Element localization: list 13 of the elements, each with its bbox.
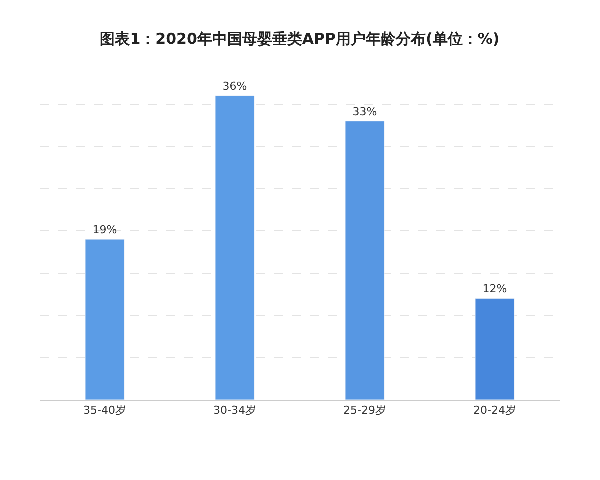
data-label: 36%: [222, 80, 248, 93]
bar: [85, 239, 125, 400]
x-tick-label: 30-34岁: [214, 404, 256, 418]
x-tick-label: 35-40岁: [84, 404, 126, 418]
bar: [475, 298, 515, 400]
data-label: 33%: [352, 105, 378, 118]
x-tick-label: 20-24岁: [474, 404, 516, 418]
x-tick-label: 25-29岁: [344, 404, 386, 418]
chart-title: 图表1：2020年中国母婴垂类APP用户年龄分布(单位：%): [100, 30, 500, 48]
data-label: 12%: [482, 282, 508, 296]
bar: [345, 121, 385, 400]
bar: [215, 96, 255, 400]
data-label: 19%: [92, 224, 118, 237]
